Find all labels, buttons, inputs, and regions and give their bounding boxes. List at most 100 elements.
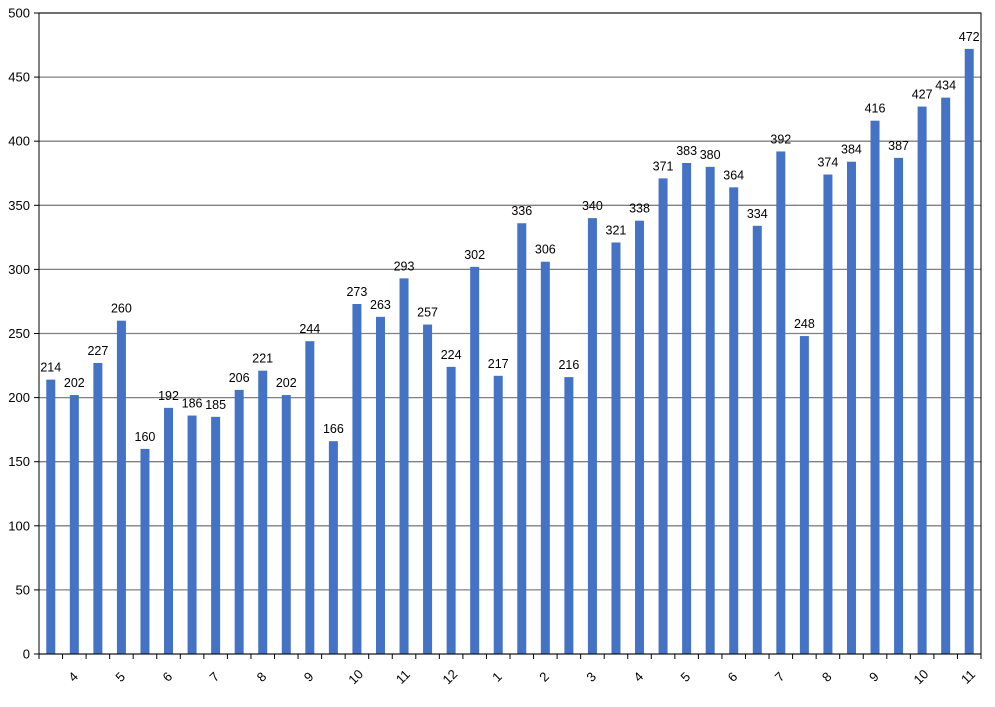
bar: [964, 48, 974, 655]
bar: [894, 157, 904, 654]
data-label: 166: [323, 422, 344, 436]
y-tick-label: 0: [23, 647, 30, 662]
bar: [752, 225, 762, 654]
data-label: 387: [888, 139, 909, 153]
bar: [352, 304, 362, 654]
x-tick-label: 8: [254, 669, 270, 685]
data-label: 224: [441, 348, 462, 362]
y-tick-label: 250: [8, 326, 30, 341]
bar: [682, 162, 692, 654]
bar: [46, 379, 56, 654]
y-tick-label: 200: [8, 390, 30, 405]
x-tick-label: 12: [440, 666, 461, 687]
data-label: 321: [606, 223, 627, 237]
data-label: 374: [817, 156, 838, 170]
x-tick-label: 8: [819, 669, 835, 685]
bar: [69, 395, 79, 654]
x-tick-label: 6: [725, 669, 741, 685]
data-label: 216: [558, 358, 579, 372]
x-tick-label: 11: [393, 667, 413, 687]
bar: [140, 448, 150, 654]
y-tick-label: 500: [8, 6, 30, 21]
bar: [870, 120, 880, 655]
bar: [281, 395, 291, 654]
x-tick-label: 1: [489, 669, 505, 685]
data-label: 273: [346, 285, 367, 299]
data-label: 302: [464, 248, 485, 262]
data-label: 217: [488, 357, 509, 371]
bar: [799, 336, 809, 654]
bar: [611, 242, 621, 654]
bar: [423, 324, 433, 654]
data-label: 214: [40, 361, 61, 375]
data-label: 221: [252, 352, 273, 366]
data-label: 380: [700, 148, 721, 162]
bar: [941, 97, 951, 654]
data-label: 384: [841, 143, 862, 157]
x-tick-label: 5: [678, 669, 694, 685]
y-tick-label: 350: [8, 198, 30, 213]
data-label: 186: [182, 397, 203, 411]
bar: [564, 377, 574, 654]
y-tick-labels: 0 50 100 150 200 250 300 350 400 450 500: [8, 6, 30, 662]
bar: [399, 278, 409, 654]
x-tick-labels: 4 5 6 7 8 9 10 11 12 1 2 3 4 5 6 7 8 9 10 11: [65, 666, 978, 687]
gridlines: [39, 12, 981, 655]
axes: [34, 12, 982, 659]
x-tick-label: 6: [159, 669, 175, 685]
data-label: 338: [629, 202, 650, 216]
bar: [823, 174, 833, 655]
data-label: 340: [582, 199, 603, 213]
bar: [305, 341, 315, 654]
data-label: 434: [935, 79, 956, 93]
data-label: 244: [299, 322, 320, 336]
bar: [258, 370, 268, 654]
y-tick-label: 100: [8, 518, 30, 533]
y-tick-label: 150: [8, 454, 30, 469]
x-tick-label: 4: [65, 669, 81, 685]
x-tick-label: 4: [630, 669, 646, 685]
data-label: 260: [111, 302, 132, 316]
x-tick-label: 10: [911, 666, 932, 687]
data-label: 364: [723, 168, 744, 182]
data-label: 392: [770, 132, 791, 146]
bar: [164, 407, 174, 654]
x-tick-label: 11: [958, 667, 978, 687]
data-label: 192: [158, 389, 179, 403]
bar: [635, 220, 645, 654]
bar: [375, 316, 385, 654]
bars: [46, 48, 974, 655]
bar: [470, 266, 480, 654]
x-tick-label: 2: [536, 669, 552, 685]
bar: [729, 187, 739, 655]
data-label: 160: [135, 430, 156, 444]
data-label: 185: [205, 398, 226, 412]
bar: [658, 178, 668, 655]
bar: [517, 223, 527, 655]
bar: [705, 166, 715, 654]
data-label: 206: [229, 371, 250, 385]
bar: [846, 161, 856, 654]
x-tick-label: 10: [345, 666, 366, 687]
bar: [493, 375, 503, 654]
data-label: 336: [511, 204, 532, 218]
data-label: 472: [959, 30, 980, 44]
data-label: 306: [535, 243, 556, 257]
data-label: 416: [865, 102, 886, 116]
y-tick-label: 300: [8, 262, 30, 277]
y-tick-label: 400: [8, 134, 30, 149]
data-label: 427: [912, 88, 933, 102]
bar: [917, 106, 927, 654]
bar: [446, 366, 456, 654]
data-label: 202: [64, 376, 85, 390]
data-label: 248: [794, 317, 815, 331]
data-label: 334: [747, 207, 768, 221]
x-tick-label: 5: [112, 669, 128, 685]
data-label: 371: [653, 159, 674, 173]
x-tick-label: 9: [866, 669, 882, 685]
bar: [187, 415, 197, 654]
data-label: 293: [394, 259, 415, 273]
y-tick-label: 50: [16, 582, 30, 597]
